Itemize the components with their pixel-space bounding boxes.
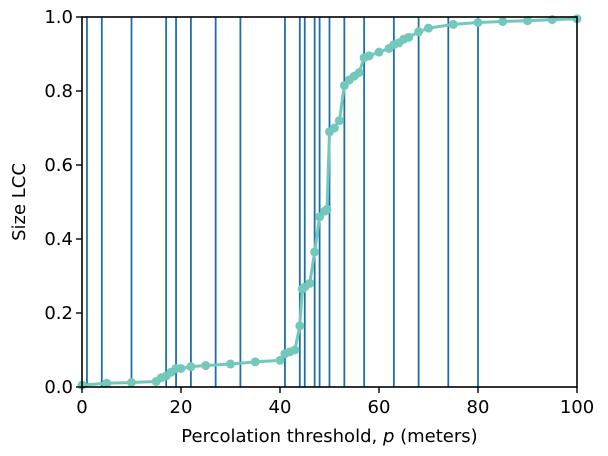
lcc-data-point bbox=[127, 378, 136, 388]
y-tick-label: 0.2 bbox=[44, 303, 73, 324]
lcc-data-point bbox=[374, 47, 384, 57]
lcc-data-point bbox=[498, 16, 508, 26]
lcc-data-point bbox=[295, 321, 305, 331]
x-axis-label-var: p bbox=[382, 426, 394, 447]
lcc-data-point bbox=[176, 364, 186, 373]
series-group bbox=[77, 14, 582, 390]
lcc-data-point bbox=[329, 123, 339, 133]
x-tick-label: 100 bbox=[560, 397, 594, 418]
lcc-data-point bbox=[354, 68, 364, 77]
lcc-data-point bbox=[305, 278, 315, 288]
x-axis-label: Percolation threshold, p (meters) bbox=[181, 426, 477, 447]
lcc-data-point bbox=[334, 116, 344, 126]
x-tick-label: 80 bbox=[467, 397, 490, 418]
x-axis: 0 20 40 60 80 100 bbox=[76, 387, 594, 418]
lcc-data-point bbox=[226, 359, 235, 369]
x-tick-label: 20 bbox=[170, 397, 193, 418]
lcc-data-point bbox=[424, 23, 433, 33]
lcc-data-point bbox=[473, 18, 483, 28]
x-tick-label: 0 bbox=[76, 397, 87, 418]
lcc-data-point bbox=[364, 51, 374, 61]
lcc-data-point bbox=[290, 345, 300, 355]
y-tick-label: 0.4 bbox=[44, 229, 73, 250]
y-axis-label: Size LCC bbox=[9, 163, 30, 241]
x-axis-label-prefix: Percolation threshold, bbox=[181, 426, 383, 447]
plot-frame bbox=[81, 16, 578, 388]
y-axis: 0.0 0.2 0.4 0.6 0.8 1.0 bbox=[44, 7, 82, 398]
x-tick-label: 60 bbox=[368, 397, 391, 418]
lcc-data-point bbox=[448, 19, 458, 29]
lcc-data-point bbox=[310, 247, 320, 257]
lcc-data-point bbox=[523, 16, 532, 26]
y-tick-label: 1.0 bbox=[44, 7, 73, 28]
lcc-data-point bbox=[322, 204, 332, 214]
y-tick-label: 0.0 bbox=[44, 377, 73, 398]
x-axis-label-suffix: (meters) bbox=[394, 426, 477, 447]
y-tick-label: 0.6 bbox=[44, 155, 73, 176]
vertical-threshold-lines bbox=[86, 17, 479, 387]
lcc-data-point bbox=[404, 32, 414, 42]
lcc-data-point bbox=[250, 357, 260, 367]
lcc-data-point bbox=[275, 355, 285, 365]
lcc-data-point bbox=[201, 361, 211, 371]
lcc-data-point bbox=[186, 362, 196, 372]
x-tick-label: 40 bbox=[269, 397, 292, 418]
lcc-data-point bbox=[102, 378, 112, 388]
y-tick-label: 0.8 bbox=[44, 81, 73, 102]
lcc-data-point bbox=[414, 27, 424, 37]
